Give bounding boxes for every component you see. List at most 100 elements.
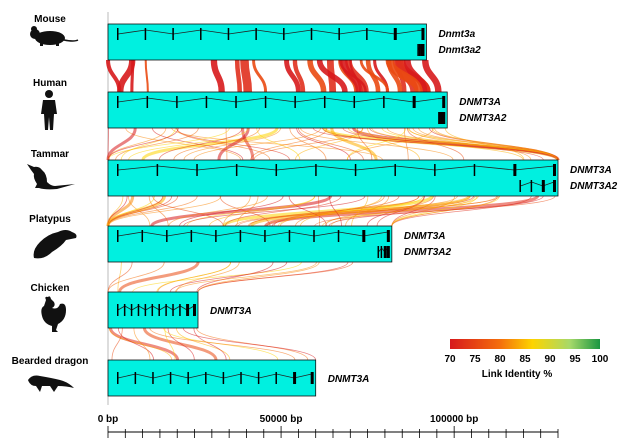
identity-link xyxy=(403,59,428,93)
exon-mark xyxy=(386,246,390,258)
identity-link xyxy=(107,127,230,161)
identity-link xyxy=(328,195,544,227)
gene-track-chicken: DNMT3A xyxy=(107,291,252,329)
identity-link xyxy=(164,327,176,361)
exon-mark xyxy=(553,164,556,176)
identity-link xyxy=(289,127,327,161)
identity-link xyxy=(107,195,155,227)
identity-link xyxy=(186,195,316,227)
identity-link xyxy=(222,195,251,227)
axis-tick-label: 100000 bp xyxy=(430,414,478,425)
exon-mark xyxy=(264,230,266,242)
exon-mark xyxy=(380,246,383,258)
exon-mark xyxy=(417,44,419,56)
species-column: Mouse Human Tammar Platypus Chicken Bear… xyxy=(12,14,88,392)
gene-label: DNMT3A xyxy=(328,374,370,385)
species-label-chicken: Chicken xyxy=(31,283,70,294)
exon-mark xyxy=(323,96,326,108)
identity-link xyxy=(144,59,149,93)
exon-mark xyxy=(257,372,260,384)
gene-label: DNMT3A xyxy=(210,306,252,317)
identity-link xyxy=(342,127,559,161)
exon-mark xyxy=(315,164,317,176)
exon-mark xyxy=(275,372,277,384)
exon-mark xyxy=(200,28,202,40)
identity-link xyxy=(329,195,342,227)
identity-link xyxy=(196,261,274,293)
exon-mark xyxy=(366,28,368,40)
gene-label: DNMT3A xyxy=(404,231,446,242)
identity-link xyxy=(152,195,224,227)
identity-link xyxy=(208,195,316,227)
identity-link xyxy=(167,327,195,361)
identity-link xyxy=(324,195,434,227)
exon-mark xyxy=(117,96,119,108)
gene-track-mouse: Dnmt3a Dnmt3a2 xyxy=(107,23,481,61)
gene-label: DNMT3A2 xyxy=(570,181,618,192)
identity-link xyxy=(128,127,249,161)
identity-link xyxy=(386,59,403,93)
gene-track-human: DNMT3A DNMT3A2 xyxy=(107,91,507,129)
platypus-silhouette-icon xyxy=(33,230,77,259)
legend-tick-label: 85 xyxy=(519,354,531,365)
gene-label: DNMT3A2 xyxy=(404,247,452,258)
identity-link xyxy=(210,59,225,93)
identity-link xyxy=(284,59,301,93)
exon-mark xyxy=(255,28,257,40)
legend-color-bar xyxy=(450,339,600,349)
exon-mark xyxy=(235,96,237,108)
identity-link xyxy=(376,195,425,227)
exon-mark xyxy=(337,230,340,242)
exon-mark xyxy=(152,372,154,384)
identity-link xyxy=(148,195,169,227)
identity-link xyxy=(234,59,243,93)
identity-link xyxy=(151,127,244,161)
identity-link xyxy=(107,261,165,293)
legend-tick-label: 80 xyxy=(494,354,506,365)
identity-link xyxy=(176,261,240,293)
identity-link xyxy=(108,195,222,227)
exon-mark xyxy=(530,180,533,192)
identity-link xyxy=(345,195,390,227)
identity-link xyxy=(107,127,179,161)
exon-mark xyxy=(186,304,190,316)
exon-mark xyxy=(169,372,172,384)
gene-box xyxy=(107,91,448,129)
identity-link xyxy=(391,195,456,227)
identity-links xyxy=(106,59,560,361)
exon-mark xyxy=(288,230,291,242)
identity-link xyxy=(300,195,382,227)
identity-link xyxy=(391,195,532,227)
legend-tick-label: 75 xyxy=(469,354,481,365)
identity-link xyxy=(252,59,268,93)
exon-mark xyxy=(134,372,137,384)
gene-box xyxy=(107,359,317,397)
exon-mark xyxy=(421,44,425,56)
identity-link xyxy=(107,261,133,293)
gene-label: Dnmt3a2 xyxy=(438,45,481,56)
identity-link xyxy=(150,194,332,228)
exon-mark xyxy=(151,304,154,316)
identity-link xyxy=(183,195,366,227)
identity-link xyxy=(225,127,228,161)
identity-link xyxy=(371,127,559,161)
intron-line xyxy=(117,29,423,35)
gene-label: DNMT3A xyxy=(459,97,501,108)
exon-mark xyxy=(354,164,357,176)
identity-link xyxy=(431,127,558,161)
exon-mark xyxy=(172,28,174,40)
gene-track-platypus: DNMT3A DNMT3A2 xyxy=(107,225,452,263)
exon-mark xyxy=(144,304,147,316)
exon-mark xyxy=(394,164,396,176)
gene-box xyxy=(107,23,427,61)
exon-mark xyxy=(513,164,517,176)
exon-mark xyxy=(275,164,278,176)
identity-link xyxy=(346,127,407,161)
exon-mark xyxy=(313,230,315,242)
intron-line xyxy=(117,373,312,379)
wallaby-silhouette-icon xyxy=(27,164,75,190)
exon-mark xyxy=(386,230,390,242)
identity-link xyxy=(256,127,301,161)
gene-box xyxy=(107,159,559,197)
